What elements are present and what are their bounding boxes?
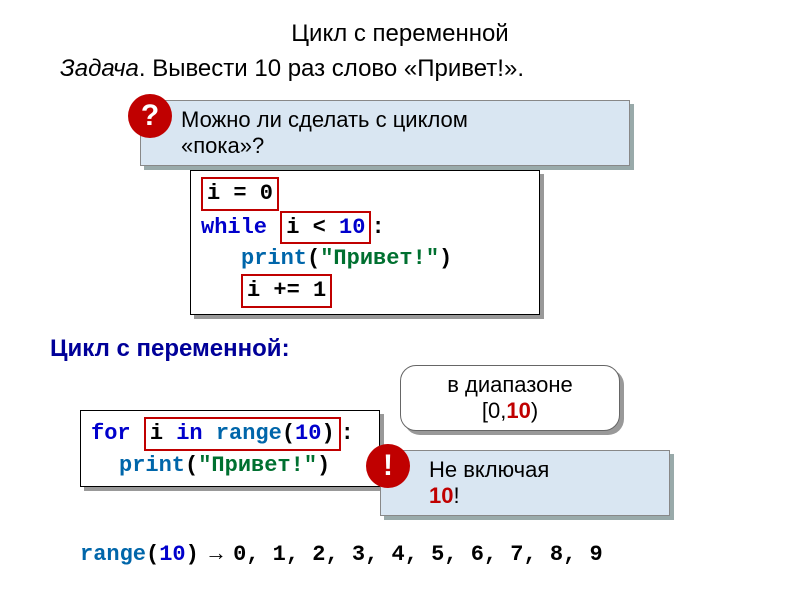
arrow-icon: → [199,540,233,565]
for-var: i [150,421,176,446]
colon: : [341,421,354,446]
range-callout: в диапазоне [0,10) [400,365,620,431]
code-line: i += 1 [201,274,529,308]
range-close: ) [531,398,538,423]
page-title: Цикл с переменной [0,20,800,48]
print-fn: print [241,246,307,271]
paren: ( [307,246,320,271]
code-line: for i in range(10) : [91,417,369,451]
string-literal: "Привет!" [198,453,317,478]
paren: ) [186,542,199,567]
range-fn: range [80,542,146,567]
print-fn: print [119,453,185,478]
code-line: i = 0 [201,177,529,211]
question-callout: Можно ли сделать с циклом «пока»? [140,100,630,166]
subtitle: Цикл с переменной: [50,335,290,363]
task-body: . Вывести 10 раз слово «Привет!». [139,55,524,82]
ni-num: 10 [429,483,453,508]
in-keyword: in [176,421,202,446]
range-fn: range [203,421,282,446]
not-including-callout: Не включая 10! [380,450,670,516]
range-arg: 10 [295,421,321,446]
cond-num: 10 [339,215,365,240]
code-line: while i < 10 : [201,211,529,245]
code-line: print("Привет!") [201,244,529,274]
question-badge-icon: ? [128,94,172,138]
while-keyword: while [201,215,267,240]
string-literal: "Привет!" [320,246,439,271]
paren: ) [317,453,330,478]
paren: ) [321,421,334,446]
for-keyword: for [91,421,131,446]
cond-highlight: i < 10 [280,211,371,245]
cond-var: i < [286,215,339,240]
exclaim-badge-icon: ! [366,444,410,488]
colon: : [371,215,384,240]
paren: ( [282,421,295,446]
paren: ( [146,542,159,567]
question-line2: «пока»? [181,133,264,158]
range-line1: в диапазоне [447,372,573,397]
task-text: Задача. Вывести 10 раз слово «Привет!». [60,55,524,83]
range-open: [0, [482,398,506,423]
for-highlight: i in range(10) [144,417,341,451]
paren: ( [185,453,198,478]
paren: ) [439,246,452,271]
for-code-box: for i in range(10) : print("Привет!") [80,410,380,487]
sequence: 0, 1, 2, 3, 4, 5, 6, 7, 8, 9 [233,542,603,567]
ni-text: Не включая [429,457,549,482]
ni-excl: ! [453,483,459,508]
while-code-box: i = 0 while i < 10 : print("Привет!") i … [190,170,540,315]
range-arg: 10 [159,542,185,567]
init-highlight: i = 0 [201,177,279,211]
question-line1: Можно ли сделать с циклом [181,107,468,132]
inc-highlight: i += 1 [241,274,332,308]
task-label: Задача [60,55,139,82]
code-line: print("Привет!") [91,451,369,481]
range-num: 10 [506,398,530,423]
range-expansion: range(10) → 0, 1, 2, 3, 4, 5, 6, 7, 8, 9 [80,540,603,567]
